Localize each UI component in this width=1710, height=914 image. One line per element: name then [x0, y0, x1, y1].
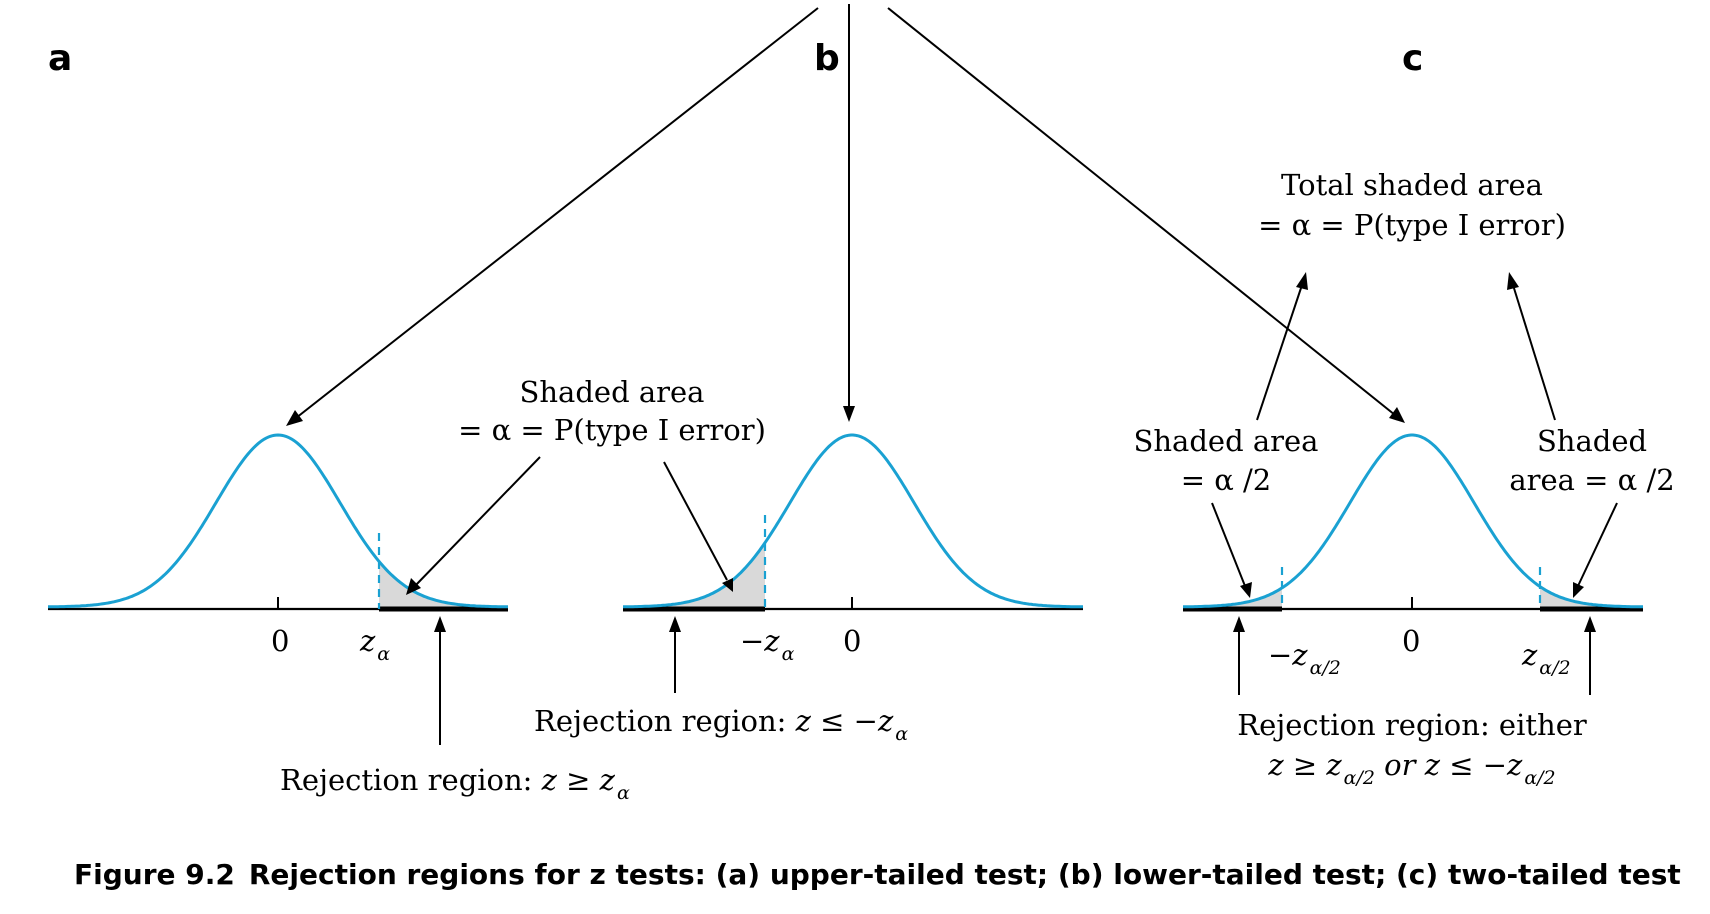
arrowhead-shaded-b	[722, 578, 733, 592]
arrow-left-to-total	[1256, 284, 1303, 421]
rejection-area-c-right	[1540, 586, 1643, 607]
arrowhead-top-to-a	[286, 410, 303, 426]
arrowhead-reject-b	[669, 616, 681, 632]
arrowhead-left-to-total	[1296, 272, 1308, 290]
rejection-area-c-left	[1183, 587, 1282, 607]
arrowhead-reject-a	[434, 616, 446, 632]
arrowhead-shaded-a	[406, 578, 421, 595]
arrow-top-to-a	[295, 7, 819, 419]
tick-crit-b: −z α	[740, 624, 795, 665]
rejection-label-c-2: z ≥ z α/2 or z ≤ −z α/2	[1267, 748, 1555, 789]
arrowhead-reject-c-right	[1584, 616, 1596, 632]
arrow-right-shaded	[1577, 502, 1618, 587]
panel-b: b 0 −z α Rejection region: z ≤ −z α	[534, 4, 1083, 745]
panel-letter-b: b	[814, 38, 840, 79]
arrow-right-to-total	[1512, 284, 1556, 421]
arrowhead-left-shaded	[1240, 582, 1252, 598]
left-shaded-label-1: Shaded area	[1134, 424, 1319, 458]
tick-zero-b: 0	[843, 624, 861, 658]
arrow-shaded-a	[413, 456, 541, 588]
arrowhead-right-shaded	[1573, 582, 1584, 598]
arrowhead-top-to-c	[1389, 407, 1405, 423]
rejection-area-a	[379, 561, 508, 607]
shaded-area-label-a2: = α = P(type I error)	[458, 413, 766, 447]
panel-letter-a: a	[48, 38, 72, 79]
panel-c: c 0 −z α/2 z α/2 Total shaded area = α = P…	[887, 7, 1675, 789]
right-shaded-label-1: Shaded	[1537, 424, 1647, 458]
arrow-top-to-c	[887, 7, 1396, 416]
tick-left-c: −z α/2	[1268, 638, 1341, 679]
figure-caption: Figure 9.2 Rejection regions for z tests:…	[74, 858, 1681, 891]
rejection-label-c-1: Rejection region: either	[1237, 708, 1587, 742]
normal-curve-c	[1183, 433, 1643, 609]
rejection-label-b: Rejection region: z ≤ −z α	[534, 704, 908, 745]
tick-right-c: z α/2	[1521, 638, 1571, 679]
normal-curve-b	[623, 433, 1083, 609]
rejection-area-b	[623, 542, 765, 607]
left-shaded-label-2: = α /2	[1181, 463, 1272, 497]
shaded-area-label-a1: Shaded area	[520, 375, 705, 409]
arrowhead-top-to-b	[843, 406, 855, 422]
total-shaded-label-2: = α = P(type I error)	[1258, 208, 1566, 242]
total-shaded-label-1: Total shaded area	[1281, 168, 1543, 202]
arrow-shaded-b	[663, 461, 728, 581]
right-shaded-label-2: area = α /2	[1509, 463, 1674, 497]
panel-letter-c: c	[1402, 38, 1423, 79]
arrow-left-shaded	[1211, 502, 1246, 587]
normal-curve-a	[48, 433, 508, 609]
tick-zero-a: 0	[271, 624, 289, 658]
arrowhead-reject-c-left	[1233, 616, 1245, 632]
arrowhead-right-to-total	[1507, 272, 1519, 290]
tick-zero-c: 0	[1402, 624, 1420, 658]
